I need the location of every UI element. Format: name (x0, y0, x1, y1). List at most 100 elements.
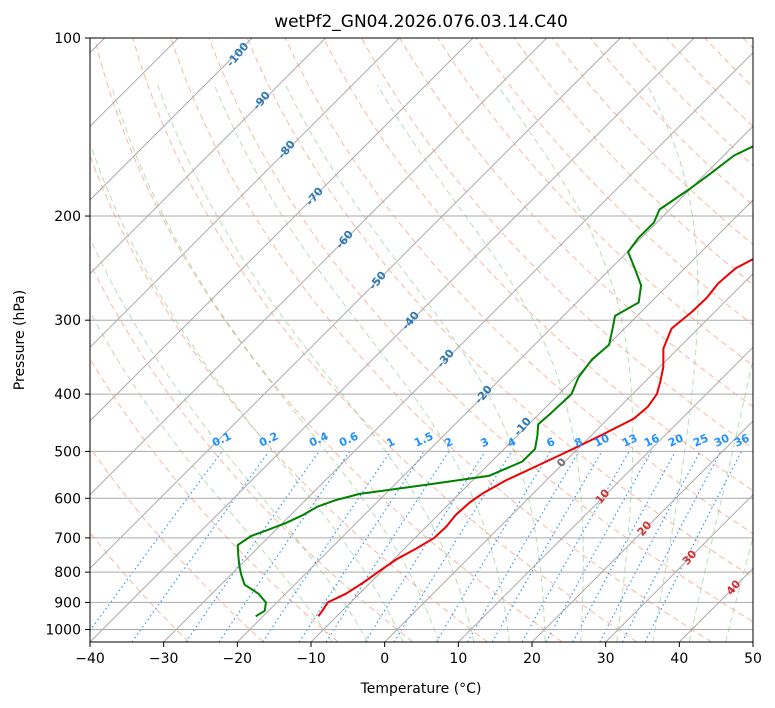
dry-adiabat (551, 38, 753, 246)
moist-adiabat (90, 310, 333, 642)
y-ticks: 100 200 300 400 500 600 700 800 900 1000 (45, 31, 90, 638)
mixing-ratio-label: 20 (666, 431, 686, 449)
dry-adiabat (246, 38, 753, 578)
moist-adiabat (646, 84, 699, 642)
mixing-ratio-line (325, 451, 450, 642)
isotherm (605, 493, 753, 642)
mixing-ratio-label: 6 (545, 435, 558, 450)
dry-adiabat (90, 262, 414, 642)
dry-adiabat (90, 446, 264, 642)
moist-adiabat (90, 236, 369, 642)
y-tick-label: 400 (54, 387, 81, 403)
isotherm (457, 346, 753, 642)
mixing-ratio-label: 1.5 (412, 430, 435, 450)
temperature-profile (317, 257, 753, 617)
mixing-ratio-line (90, 451, 223, 632)
dry-adiabat (132, 38, 638, 642)
mixing-ratio-line (218, 451, 351, 642)
mixing-ratio-label: 3 (479, 435, 491, 450)
mixing-ratio-line (572, 451, 676, 642)
y-tick-label: 100 (54, 31, 81, 47)
grid (90, 38, 753, 642)
y-tick-label: 700 (54, 531, 81, 547)
moist-adiabat (497, 84, 634, 642)
mixing-ratio-line (521, 451, 630, 642)
mixing-ratio-label: 25 (691, 431, 710, 449)
y-tick-label: 500 (54, 444, 81, 460)
mixing-ratio-line (467, 451, 580, 642)
isotherm (90, 38, 253, 201)
isotherm (236, 125, 753, 642)
mixing-ratio-line (435, 451, 552, 642)
isotherm (310, 199, 753, 642)
background-lines (90, 38, 753, 642)
dry-adiabat-label: -30 (434, 347, 457, 371)
moist-adiabat (157, 84, 475, 642)
mixing-ratio-label: 2 (443, 435, 455, 450)
isotherm (90, 38, 621, 570)
dry-adiabat (284, 38, 753, 535)
mixing-ratio-line (545, 451, 652, 642)
isotherm (90, 38, 327, 275)
isotherm (752, 641, 753, 642)
x-tick-label: −20 (223, 651, 253, 667)
dry-adiabat (589, 38, 753, 206)
moist-adiabat (285, 84, 546, 642)
moist-adiabat (213, 84, 510, 642)
x-tick-label: −10 (296, 651, 326, 667)
isotherm (90, 38, 474, 422)
isotherm (531, 420, 753, 642)
dry-adiabat-label: -20 (472, 383, 495, 407)
x-axis-label: Temperature (°C) (360, 681, 482, 697)
mixing-ratio-line (364, 451, 486, 642)
dry-adiabat (90, 531, 190, 642)
mixing-ratio-label: 16 (642, 431, 662, 449)
chart-title: wetPf2_GN04.2026.076.03.14.C40 (274, 12, 568, 32)
dewpoint-profile (236, 145, 753, 618)
dry-adiabat (437, 38, 753, 367)
profiles (236, 145, 753, 618)
mixing-ratio-label: 1 (385, 435, 397, 450)
x-tick-label: 20 (523, 651, 541, 667)
mixing-ratio-line (131, 451, 270, 642)
plot-frame (89, 37, 754, 643)
dry-adiabat (666, 38, 753, 128)
mixing-ratio-label: 30 (712, 431, 732, 449)
x-tick-label: 30 (597, 651, 615, 667)
mixing-ratio-label: 13 (620, 431, 639, 449)
y-tick-label: 800 (54, 565, 81, 581)
moist-adiabat (376, 84, 584, 642)
dry-adiabat (513, 38, 753, 286)
dry-adiabat (704, 38, 753, 88)
dry-adiabat-label: -80 (275, 138, 298, 162)
x-tick-label: 40 (670, 651, 688, 667)
dry-adiabat (322, 38, 753, 492)
x-tick-label: 0 (380, 651, 389, 667)
mixing-ratio-line (298, 451, 425, 642)
dry-adiabat (742, 38, 753, 49)
dry-adiabat (208, 38, 753, 623)
dry-adiabat-label: 0 (554, 455, 569, 469)
mixing-ratio-label: 0.4 (307, 429, 330, 449)
moist-adiabat (688, 356, 753, 642)
x-tick-label: −40 (75, 651, 105, 667)
dry-adiabat (90, 357, 339, 642)
mixing-ratio-line (599, 451, 701, 642)
y-tick-label: 1000 (45, 622, 81, 638)
mixing-ratio-label: 0.6 (337, 429, 360, 449)
dry-adiabat-label: -90 (250, 89, 273, 113)
mixing-ratio-label: 0.2 (257, 430, 280, 450)
mixing-ratio-line (262, 451, 391, 642)
dry-adiabat-label: 10 (593, 486, 613, 506)
dry-adiabat (475, 38, 753, 326)
dry-adiabat (94, 38, 563, 642)
dry-adiabat (90, 154, 488, 642)
isotherm (90, 38, 695, 642)
x-tick-label: 10 (449, 651, 467, 667)
dry-adiabat (170, 38, 712, 642)
moist-adiabat (725, 535, 753, 642)
x-tick-label: −30 (149, 651, 179, 667)
mixing-ratio-label: 36 (732, 431, 752, 449)
isotherm (384, 272, 753, 642)
